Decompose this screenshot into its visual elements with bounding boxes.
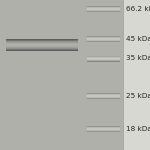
Text: 66.2 kDa: 66.2 kDa	[126, 6, 150, 12]
Bar	[6, 48, 78, 49]
Bar	[87, 60, 120, 61]
Bar	[87, 97, 120, 98]
Bar	[87, 11, 120, 12]
Bar	[87, 40, 120, 41]
Bar	[87, 57, 120, 58]
Bar	[6, 49, 78, 50]
Bar	[87, 127, 120, 128]
Bar	[6, 44, 78, 45]
Bar	[6, 40, 78, 41]
Bar	[6, 39, 78, 40]
Bar	[123, 0, 150, 150]
Bar	[87, 131, 120, 132]
Bar	[6, 47, 78, 48]
Bar	[87, 126, 120, 127]
Bar	[87, 39, 120, 40]
Bar	[87, 9, 120, 10]
Bar	[87, 37, 120, 38]
Bar	[87, 10, 120, 11]
Bar	[87, 8, 120, 9]
Bar	[87, 98, 120, 99]
Bar	[87, 96, 120, 97]
Bar	[6, 41, 78, 42]
Bar	[6, 42, 78, 43]
Text: 25 kDa: 25 kDa	[126, 93, 150, 99]
Bar	[6, 50, 78, 51]
Bar	[87, 38, 120, 39]
Bar	[87, 56, 120, 57]
Bar	[6, 43, 78, 44]
Bar	[87, 41, 120, 42]
Bar	[87, 93, 120, 94]
Bar	[87, 59, 120, 60]
Text: 45 kDa: 45 kDa	[126, 36, 150, 42]
Bar	[87, 36, 120, 37]
Bar	[87, 7, 120, 8]
Text: 18 kDa: 18 kDa	[126, 126, 150, 132]
Bar	[6, 46, 78, 47]
Bar	[87, 95, 120, 96]
Bar	[87, 6, 120, 7]
Bar	[87, 130, 120, 131]
Bar	[87, 94, 120, 95]
Bar	[6, 45, 78, 46]
Text: 35 kDa: 35 kDa	[126, 56, 150, 62]
Bar	[87, 129, 120, 130]
Bar	[87, 58, 120, 59]
Bar	[87, 128, 120, 129]
